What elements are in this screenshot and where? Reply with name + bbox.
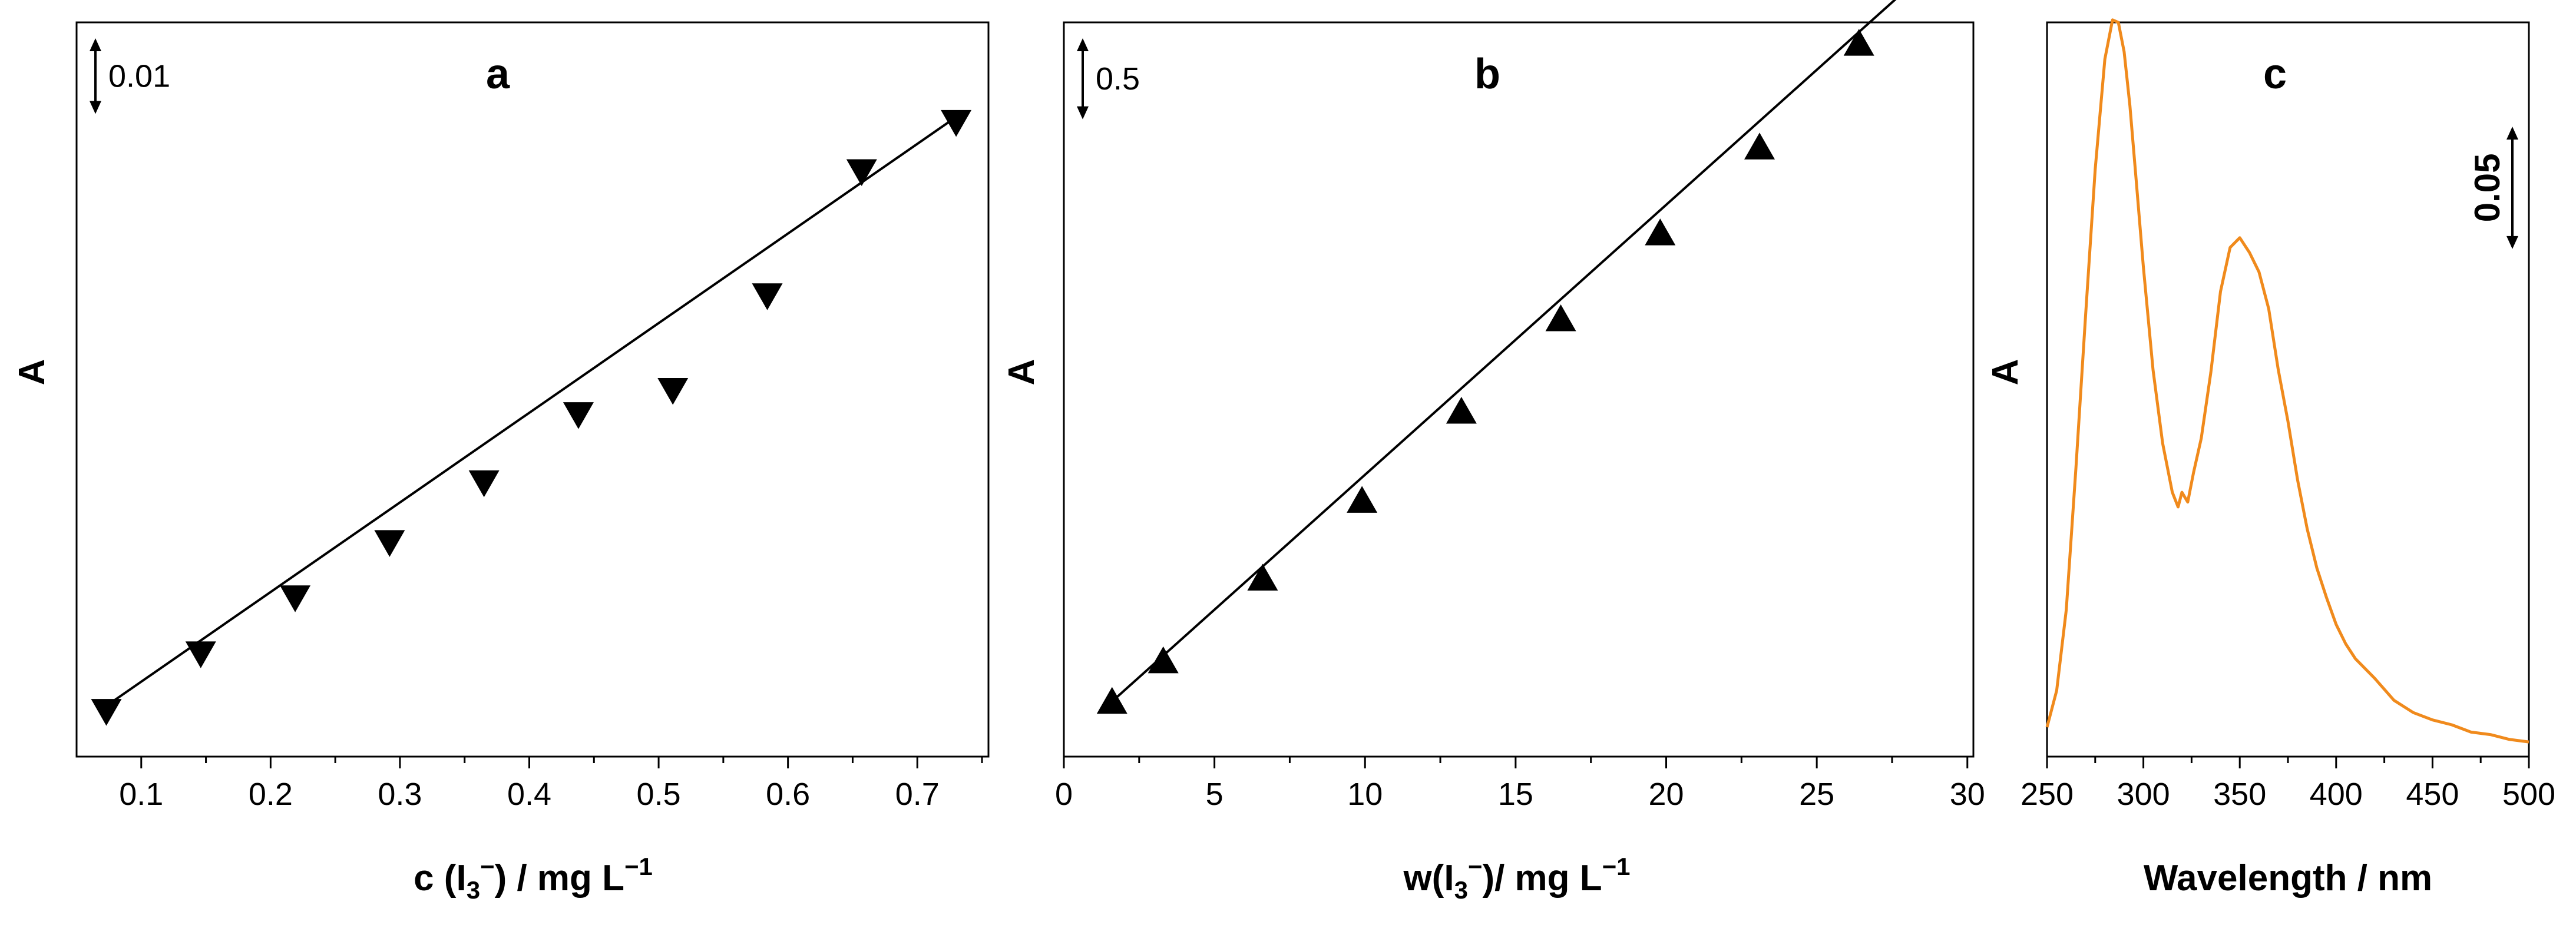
panel-b-y-axis-label: A xyxy=(1001,359,1042,386)
panel-b-x-axis-label: w(I3−)/ mg L−1 xyxy=(1403,853,1630,904)
data-point xyxy=(1545,304,1576,331)
panel-c: 250 300 350 400 450 500 0.05 c A Wavelength /… xyxy=(1985,18,2555,899)
panel-a-x-axis-label-main: c (I xyxy=(414,858,467,899)
panel-b: 0 5 10 15 20 25 30 0.5 b A w(I3−)/ mg L−1 xyxy=(1001,0,1985,904)
data-point xyxy=(185,641,216,668)
scale-bar-arrowhead-bottom xyxy=(1077,106,1089,120)
panel-c-scale-bar: 0.05 xyxy=(2468,127,2518,249)
panel-a-points xyxy=(91,110,972,726)
x-tick-label: 0 xyxy=(1055,777,1073,812)
x-tick-label: 0.2 xyxy=(249,777,293,812)
panel-a-x-axis-label-rest: ) / mg L xyxy=(495,858,624,899)
scale-bar-label: 0.5 xyxy=(1096,61,1140,97)
x-tick-label: 0.5 xyxy=(637,777,681,812)
x-tick-label: 0.1 xyxy=(119,777,163,812)
data-point xyxy=(752,283,783,310)
scale-bar-arrowhead-top xyxy=(90,38,101,51)
scale-bar-label: 0.05 xyxy=(2468,154,2507,223)
scale-bar-label: 0.01 xyxy=(108,58,170,94)
x-tick-label: 30 xyxy=(1950,777,1985,812)
panel-b-frame xyxy=(1063,21,1975,758)
panel-c-y-axis-label: A xyxy=(1985,359,2026,386)
fit-line xyxy=(1111,0,1897,702)
panel-a-fit xyxy=(105,116,957,707)
data-point xyxy=(1148,646,1179,674)
x-tick-label: 0.3 xyxy=(378,777,422,812)
x-tick-label: 20 xyxy=(1648,777,1684,812)
x-tick-label: 450 xyxy=(2406,777,2459,812)
x-tick-label: 250 xyxy=(2021,777,2074,812)
x-tick-label: 15 xyxy=(1498,777,1533,812)
scale-bar-arrowhead-top xyxy=(2506,127,2518,140)
x-tick-label: 0.7 xyxy=(895,777,940,812)
x-tick-label: 10 xyxy=(1347,777,1383,812)
panel-b-scale-bar: 0.5 xyxy=(1077,38,1140,120)
panel-b-label: b xyxy=(1474,51,1500,98)
panel-b-x-axis-label-main: w(I xyxy=(1403,858,1454,899)
scale-bar-arrowhead-top xyxy=(1077,38,1089,51)
panel-c-x-axis-label: Wavelength / nm xyxy=(2144,858,2432,899)
data-point xyxy=(91,699,122,726)
data-point xyxy=(1744,132,1775,160)
panel-a: 0.1 0.2 0.3 0.4 0.5 0.6 0.7 0.01 a A c (I3−) /… xyxy=(12,21,990,904)
x-tick-label: 350 xyxy=(2213,777,2266,812)
data-point xyxy=(374,530,405,557)
panel-a-label: a xyxy=(486,51,510,98)
panel-c-x-ticks: 250 300 350 400 450 500 xyxy=(2021,757,2555,812)
panel-b-x-axis-label-sub: 3 xyxy=(1454,876,1468,904)
x-tick-label: 0.6 xyxy=(766,777,810,812)
data-point xyxy=(1645,218,1676,246)
panel-b-x-axis-label-rest: )/ mg L xyxy=(1482,858,1602,899)
panel-a-x-ticks: 0.1 0.2 0.3 0.4 0.5 0.6 0.7 xyxy=(119,757,983,812)
data-point xyxy=(280,585,311,612)
data-point xyxy=(563,402,594,429)
panel-a-frame xyxy=(75,21,990,758)
series-line xyxy=(2045,18,2529,744)
panel-a-x-axis-label: c (I3−) / mg L−1 xyxy=(414,853,653,904)
x-tick-label: 500 xyxy=(2502,777,2555,812)
panel-a-x-axis-label-unit-sup: −1 xyxy=(624,853,653,880)
fit-line xyxy=(105,116,957,707)
panel-c-frame xyxy=(2046,21,2530,758)
data-point xyxy=(1096,687,1127,714)
x-tick-label: 5 xyxy=(1206,777,1223,812)
panel-b-points xyxy=(1096,29,1874,714)
x-tick-label: 0.4 xyxy=(507,777,551,812)
x-tick-label: 300 xyxy=(2117,777,2170,812)
panel-a-x-axis-label-sup: − xyxy=(480,853,495,880)
panel-c-series xyxy=(2045,18,2529,744)
scale-bar-arrowhead-bottom xyxy=(90,101,101,114)
data-point xyxy=(1347,486,1378,513)
panel-a-x-axis-label-sub: 3 xyxy=(467,876,480,904)
panel-b-x-axis-label-sup: − xyxy=(1468,853,1483,880)
panel-b-x-ticks: 0 5 10 15 20 25 30 xyxy=(1055,757,1985,812)
panel-b-x-axis-label-unit-sup: −1 xyxy=(1602,853,1631,880)
data-point xyxy=(1247,563,1278,591)
x-tick-label: 400 xyxy=(2310,777,2363,812)
data-point xyxy=(657,377,689,405)
x-tick-label: 25 xyxy=(1799,777,1834,812)
panel-c-label: c xyxy=(2263,51,2287,98)
panel-b-fit xyxy=(1111,0,1897,702)
data-point xyxy=(1446,396,1477,424)
data-point xyxy=(941,110,972,137)
panel-a-scale-bar: 0.01 xyxy=(90,38,170,114)
data-point xyxy=(846,159,877,186)
panel-a-y-axis-label: A xyxy=(12,359,52,386)
data-point xyxy=(1843,29,1874,56)
data-point xyxy=(468,470,500,498)
scale-bar-arrowhead-bottom xyxy=(2506,236,2518,249)
